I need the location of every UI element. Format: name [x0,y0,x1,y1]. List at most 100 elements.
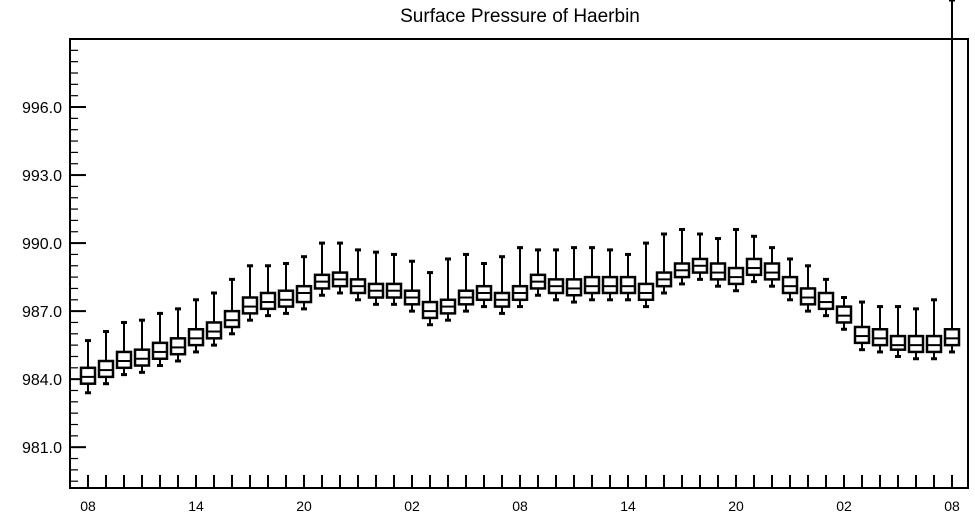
x-axis-ticks: 08 14 20 02 08 14 20 02 08 [80,475,960,514]
box [565,246,583,304]
box [673,227,691,286]
box-iqr [907,334,925,354]
box [133,318,151,374]
box-iqr [943,328,961,347]
y-tick-label: 990.0 [22,236,62,253]
box [511,246,529,309]
box [79,339,97,395]
y-axis-ticks: 981.0 984.0 987.0 990.0 993.0 996.0 [22,100,86,457]
box [547,248,565,302]
box [385,252,403,306]
box [763,246,781,288]
box-iqr [853,325,871,345]
box [439,257,457,322]
box [331,241,349,295]
y-tick-label: 996.0 [22,100,62,117]
box [871,305,889,354]
box [169,307,187,363]
box [457,252,475,313]
box [925,298,943,361]
box-iqr [619,275,637,295]
box [889,305,907,358]
box [367,250,385,306]
box-iqr [835,305,853,324]
box [619,252,637,302]
box-iqr [295,284,313,304]
box-iqr [799,287,817,306]
box-iqr [97,359,115,379]
y-tick-label: 993.0 [22,168,62,185]
x-tick-label: 02 [836,498,852,514]
x-tick-label: 14 [620,498,636,514]
box [277,262,295,315]
box [295,255,313,311]
box [655,232,673,295]
box-iqr [169,337,187,356]
box [313,241,331,297]
box [223,277,241,336]
box-iqr [727,266,745,286]
box [691,232,709,281]
box-iqr [223,309,241,329]
y-tick-label: 981.0 [22,440,62,457]
x-tick-label: 08 [80,498,96,514]
box-iqr [925,334,943,354]
box-plot-series [79,0,961,395]
x-tick-label: 14 [188,498,204,514]
y-tick-label: 984.0 [22,372,62,389]
x-tick-label: 20 [296,498,312,514]
box-iqr [889,334,907,351]
box-iqr [79,366,97,385]
box [349,248,367,302]
box-iqr [763,262,781,281]
box [493,255,511,315]
box [745,234,763,284]
box [817,277,835,318]
box [529,248,547,297]
box-iqr [745,257,763,277]
box-iqr [205,321,223,340]
box [781,257,799,302]
box [799,264,817,313]
box [907,307,925,361]
x-tick-label: 08 [944,498,960,514]
box [943,0,961,354]
box-iqr [601,275,619,295]
x-tick-label: 02 [404,498,420,514]
x-tick-label: 08 [512,498,528,514]
box-iqr [133,348,151,367]
box-iqr [817,291,835,311]
box-iqr [187,328,205,347]
box-iqr [259,291,277,311]
box [115,320,133,377]
box-iqr [565,278,583,297]
box [403,259,421,313]
box [637,241,655,309]
y-minor-ticks [70,38,78,482]
box-iqr [277,289,295,308]
box [151,311,169,368]
box-iqr [421,300,439,320]
box [259,264,277,318]
box-iqr [637,282,655,302]
box [853,300,871,352]
box-iqr [781,275,799,295]
box-iqr [115,350,133,370]
box-iqr [241,296,259,315]
chart-title: Surface Pressure of Haerbin [400,6,640,27]
x-tick-label: 20 [728,498,744,514]
box-iqr [151,341,169,360]
box [187,298,205,354]
box-iqr [709,262,727,281]
box [601,248,619,302]
y-tick-label: 987.0 [22,304,62,321]
box [709,237,727,288]
box [421,271,439,327]
box [583,246,601,302]
box [727,227,745,293]
box-iqr [583,275,601,295]
box [475,262,493,309]
box [97,330,115,386]
box-iqr [871,328,889,347]
